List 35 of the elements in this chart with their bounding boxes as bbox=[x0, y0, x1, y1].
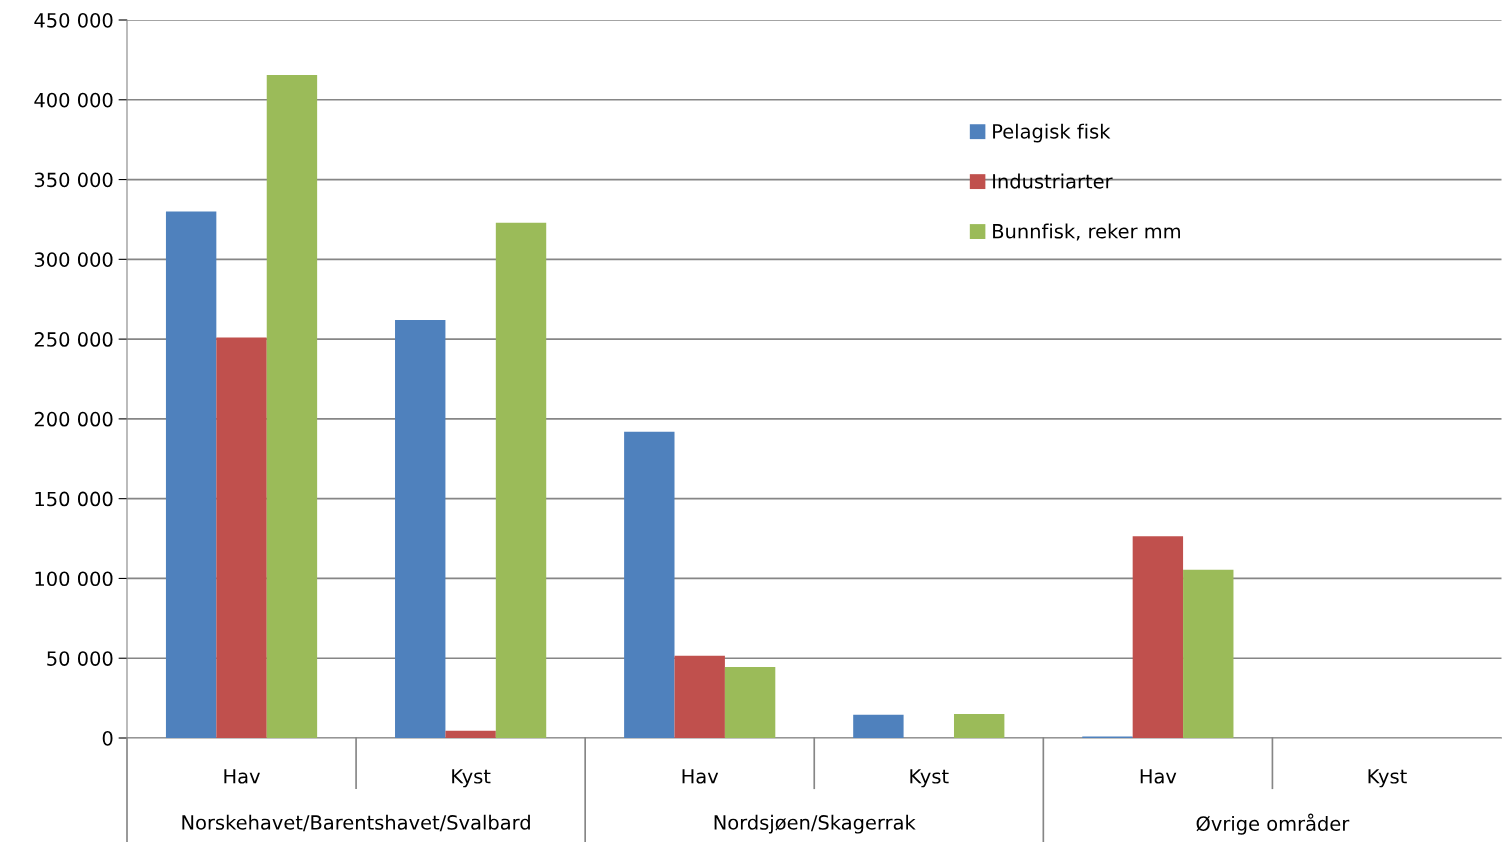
y-tick-label: 400 000 bbox=[34, 92, 113, 108]
y-tick-label: 100 000 bbox=[35, 571, 113, 587]
x-tick-label: Kyst bbox=[452, 769, 491, 788]
bar bbox=[953, 714, 1005, 738]
bar bbox=[624, 431, 675, 738]
bar bbox=[165, 211, 217, 738]
bar bbox=[445, 730, 496, 738]
x-tick-label: Hav bbox=[682, 769, 719, 784]
text: Nordsjøen/Skagerrak bbox=[714, 814, 916, 834]
x-tick-label: Kyst bbox=[910, 769, 949, 788]
x-tick-label: Hav bbox=[224, 769, 260, 784]
y-tick-label: 350 000 bbox=[34, 172, 113, 188]
bar bbox=[674, 655, 725, 738]
legend-label: Industriarter bbox=[993, 173, 1113, 189]
bar bbox=[395, 319, 446, 738]
bar bbox=[1132, 536, 1184, 738]
x-tick-label: Kyst bbox=[1368, 769, 1407, 788]
text: Norskehavet/Barentshavet/Svalbard bbox=[182, 814, 530, 832]
y-tick-label: 200 000 bbox=[34, 411, 113, 427]
legend-label: Pelagisk fisk bbox=[993, 123, 1111, 143]
legend-label: Bunnfisk, reker mm bbox=[993, 223, 1180, 241]
bar bbox=[724, 667, 776, 738]
y-tick-label: 450 000 bbox=[34, 12, 113, 28]
y-tick-label: 50 000 bbox=[47, 651, 113, 666]
bar bbox=[1183, 569, 1234, 738]
bar bbox=[853, 714, 904, 738]
bar bbox=[266, 75, 318, 738]
bar bbox=[495, 222, 547, 738]
x-tick-label: Hav bbox=[1140, 769, 1177, 784]
text: Øvrige områder bbox=[1196, 813, 1350, 835]
bar bbox=[216, 337, 267, 738]
y-tick-label: 300 000 bbox=[34, 252, 113, 267]
y-tick-label: 250 000 bbox=[34, 332, 113, 347]
y-tick-label: 0 bbox=[102, 730, 113, 746]
y-tick-label: 150 000 bbox=[35, 491, 113, 507]
